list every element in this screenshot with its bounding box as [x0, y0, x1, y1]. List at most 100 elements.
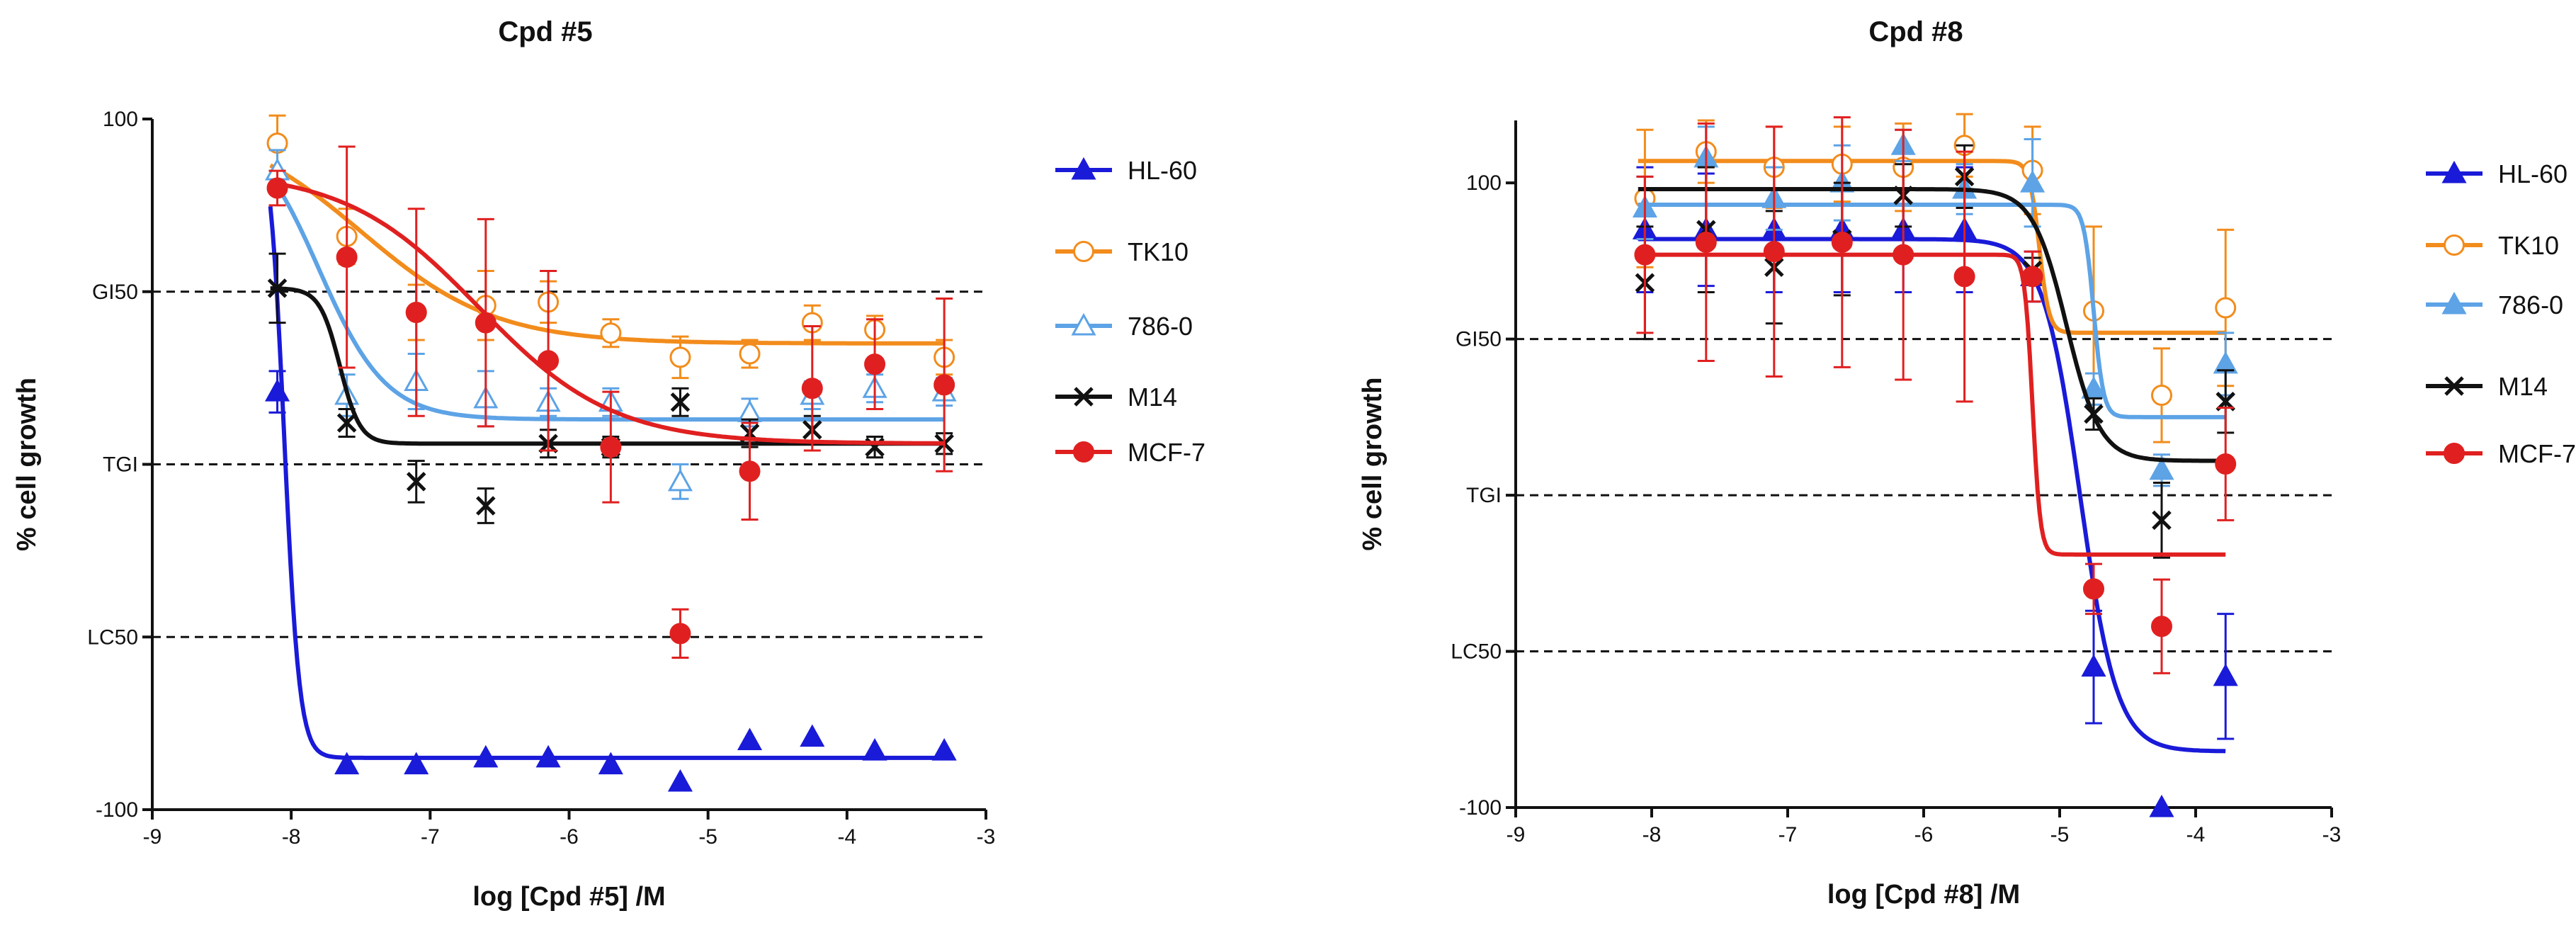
chart-1-series-hl-60-point: [473, 744, 499, 768]
chart-1-series-hl-60-point: [334, 752, 360, 775]
chart-1-series-mcf-7: [266, 145, 955, 659]
chart-2-x-axis-title: log [Cpd #8] /M: [1827, 880, 2020, 910]
chart-2-series-tk10: [1634, 113, 2237, 443]
chart-1-series-m14-point: [406, 472, 426, 492]
chart-2-series-786-0-point: [2020, 170, 2046, 193]
chart-1-legend-item: MCF-7: [1055, 438, 1205, 467]
chart-1-series-m14-point: [267, 278, 288, 298]
chart-2-series-mcf-7-point: [1831, 231, 1853, 253]
chart-1-legend-marker: [1073, 241, 1094, 262]
chart-1-series-m14-point: [476, 496, 496, 516]
chart-1-x-tick-label: -9: [143, 825, 162, 849]
chart-1-x-tick-label: -6: [560, 825, 579, 849]
chart-2-legend-marker: [2441, 291, 2467, 315]
chart-2-y-tick-label: LC50: [1451, 640, 1502, 664]
chart-1-x-tick-label: -7: [421, 825, 440, 849]
chart-2-legend-label: M14: [2498, 372, 2548, 401]
chart-1-series-786-0-point: [737, 400, 763, 422]
chart-2-legend-item: HL-60: [2426, 159, 2568, 188]
chart-2-series-mcf-7-point: [2151, 616, 2172, 638]
chart-1-legend-item: TK10: [1055, 237, 1188, 266]
chart-1-series-hl-60-point: [598, 752, 623, 775]
chart-2-x-tick-label: -9: [1507, 823, 1526, 846]
chart-1-series-m14-point: [336, 413, 357, 433]
chart-1-legend-item: HL-60: [1055, 156, 1197, 185]
chart-1-y-tick-label: GI50: [92, 281, 138, 304]
chart-2-legend-item: MCF-7: [2426, 439, 2576, 468]
chart-2-legend-marker: [2444, 376, 2464, 396]
chart-1-series-tk10: [266, 114, 955, 380]
chart-1-series-hl-60-point: [800, 724, 825, 747]
chart-1-series-786-0-fit-curve: [268, 174, 945, 422]
chart-2-x-tick-label: -8: [1642, 823, 1662, 846]
chart-1-legend-label: HL-60: [1128, 156, 1197, 185]
chart-2-series-hl-60-point: [2149, 794, 2174, 817]
chart-1-legend-label: MCF-7: [1128, 438, 1205, 467]
chart-1-series-mcf-7-point: [266, 177, 288, 199]
chart-1-x-tick-label: -4: [837, 825, 856, 849]
chart-1-series-mcf-7-point: [801, 378, 823, 400]
chart-2-legend-marker: [2444, 443, 2465, 464]
chart-1-panel: Cpd #5 -9 -8 -7 -6 -5 -4 -3 100 GI50 TGI LC50 -100 lo…: [12, 16, 1205, 912]
chart-1-series-m14-point-stroke: [476, 496, 496, 516]
chart-1-x-tick-label: -5: [698, 825, 717, 849]
chart-1-legend-label: 786-0: [1128, 312, 1193, 341]
chart-2-x-tick-label: -6: [1914, 823, 1934, 846]
chart-2-series-tk10-fit-curve: [1638, 159, 2226, 335]
chart-1-series-mcf-7-point: [405, 302, 427, 323]
chart-2-y-tick-label: 100: [1466, 171, 1502, 195]
chart-2-series-mcf-7-point: [1953, 266, 1975, 288]
chart-2-x-tick-label: -5: [2050, 823, 2070, 846]
chart-1-y-tick-label: -100: [96, 798, 138, 822]
chart-2-series-mcf-7-point: [1763, 241, 1785, 263]
chart-1-series-mcf-7-point: [739, 460, 761, 482]
chart-2-series-hl-60-point: [2081, 654, 2106, 677]
chart-2-legend-item: 786-0: [2426, 290, 2563, 319]
chart-1-series-tk10-point: [739, 343, 761, 365]
chart-2-series-mcf-7-point: [1634, 244, 1656, 266]
chart-2-series-m14-point-stroke: [2152, 510, 2172, 531]
chart-1-series-tk10-point: [600, 322, 622, 344]
chart-1-series-m14-point-stroke: [336, 413, 357, 433]
chart-2-series-mcf-7-point: [1695, 231, 1717, 253]
chart-2-y-tick-label: TGI: [1466, 484, 1502, 507]
chart-1-legend-marker: [1071, 157, 1096, 180]
chart-1-x-axis-title: log [Cpd #5] /M: [472, 882, 665, 912]
chart-1-legend-label: TK10: [1128, 237, 1188, 266]
chart-2-series-hl-60-fit-curve: [1638, 237, 2226, 754]
chart-1-title: Cpd #5: [498, 16, 592, 47]
chart-1-y-tick-label: 100: [103, 108, 138, 131]
chart-1-series-mcf-7-point: [864, 353, 886, 375]
chart-1-series-m14-point: [670, 392, 691, 412]
chart-1-y-tick-label: TGI: [103, 453, 138, 477]
chart-1-series-tk10-point: [669, 346, 691, 368]
chart-2-series-m14-fit-curve: [1638, 187, 2226, 463]
chart-2-legend-item: TK10: [2426, 231, 2559, 260]
chart-2-x-tick-label: -4: [2186, 823, 2206, 846]
chart-2-series-mcf-7: [1634, 116, 2237, 674]
chart-1-legend-label: M14: [1128, 383, 1177, 412]
chart-2-panel: Cpd #8 -9 -8 -7 -6 -5 -4 -3 100 GI50 TGI LC50 -100 lo…: [1358, 16, 2576, 910]
chart-2-legend-label: HL-60: [2498, 159, 2568, 188]
chart-2-series-786-0-fit-curve: [1638, 203, 2226, 419]
chart-2-series-mcf-7-point: [2215, 453, 2237, 475]
chart-2-x-tick-label: -7: [1778, 823, 1798, 846]
chart-2-x-tick-label: -3: [2322, 823, 2342, 846]
chart-2-series-mcf-7-point: [1893, 244, 1914, 266]
chart-1-x-tick-label: -8: [282, 825, 301, 849]
chart-2-legend-label: TK10: [2498, 231, 2559, 260]
chart-1-y-tick-label: LC50: [87, 625, 138, 649]
chart-1-series-hl-60-point: [535, 744, 561, 768]
chart-1-series-tk10-fit-curve: [269, 163, 945, 346]
chart-2-legend-marker: [2441, 160, 2467, 183]
chart-1-series-mcf-7-point: [538, 350, 560, 372]
chart-2-series-hl-60-point: [2213, 663, 2238, 686]
chart-1-legend-item: M14: [1055, 383, 1177, 412]
chart-1-series-hl-60-point: [265, 379, 290, 402]
chart-1-legend-marker-stroke: [1074, 387, 1094, 407]
chart-2-series-m14-point-stroke: [2084, 404, 2104, 424]
chart-1-series-hl-60-point: [667, 769, 693, 792]
chart-1-series-mcf-7-point: [600, 436, 622, 458]
